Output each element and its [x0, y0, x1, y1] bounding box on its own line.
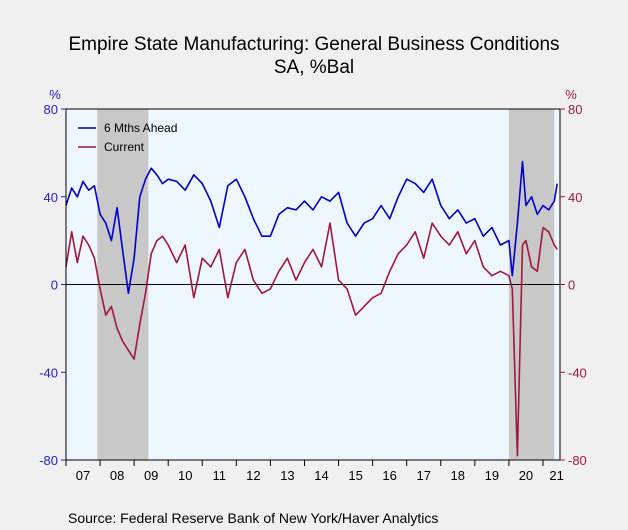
x-tick-label-2: 09	[144, 468, 158, 483]
x-tick-label-7: 14	[314, 468, 328, 483]
left-tick-label-3: 40	[44, 190, 58, 205]
x-tick-label-8: 15	[348, 468, 362, 483]
x-tick-label-4: 11	[213, 468, 227, 483]
right-tick-label-3: 40	[568, 190, 582, 205]
left-tick-label-4: 80	[44, 102, 58, 117]
right-tick-label-2: 0	[568, 278, 575, 293]
x-tick-label-9: 16	[382, 468, 396, 483]
x-tick-label-6: 13	[280, 468, 294, 483]
series-line-0	[65, 160, 558, 295]
x-axis: 07 08 09 10 11 12 13 14 15 16 17 18 19 20 21	[65, 460, 564, 483]
series-line-1	[65, 222, 558, 457]
right-tick-label-4: 80	[568, 102, 582, 117]
source-note: Source: Federal Reserve Bank of New York…	[68, 510, 438, 526]
x-tick-label-12: 19	[485, 468, 499, 483]
series-layer	[65, 160, 558, 457]
right-tick-label-1: -40	[568, 365, 587, 380]
legend-label-1: Current	[104, 140, 145, 154]
left-tick-label-1: -40	[39, 365, 58, 380]
legend: 6 Mths Ahead Current	[78, 121, 177, 154]
left-axis-unit: %	[49, 87, 61, 102]
legend-label-0: 6 Mths Ahead	[104, 121, 177, 135]
x-tick-label-14: 21	[549, 468, 563, 483]
x-tick-label-0: 07	[76, 468, 90, 483]
x-tick-label-3: 10	[178, 468, 192, 483]
y-axes: -80 -80 -40 -40 0 0 40 40 80 80	[39, 102, 587, 468]
x-tick-label-10: 17	[416, 468, 430, 483]
x-tick-label-11: 18	[451, 468, 465, 483]
chart-title: Empire State Manufacturing: General Busi…	[68, 34, 559, 55]
chart-subtitle: SA, %Bal	[274, 57, 354, 78]
x-tick-label-13: 20	[519, 468, 533, 483]
right-axis-unit: %	[565, 87, 577, 102]
x-tick-label-5: 12	[246, 468, 260, 483]
x-tick-label-1: 08	[110, 468, 124, 483]
left-tick-label-0: -80	[39, 453, 58, 468]
right-tick-label-0: -80	[568, 453, 587, 468]
left-tick-label-2: 0	[51, 278, 58, 293]
